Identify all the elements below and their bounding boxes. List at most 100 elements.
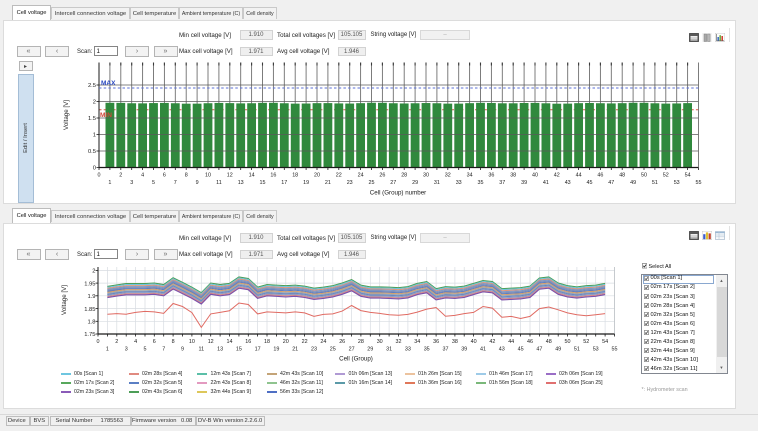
svg-text:35: 35 (424, 347, 430, 353)
svg-text:22: 22 (302, 339, 308, 345)
svg-text:14: 14 (249, 173, 255, 179)
svg-text:3: 3 (130, 180, 133, 186)
svg-text:35: 35 (478, 180, 484, 186)
svg-text:55: 55 (612, 347, 618, 353)
svg-text:2: 2 (93, 100, 96, 106)
svg-text:16: 16 (245, 339, 251, 345)
svg-text:8: 8 (172, 339, 175, 345)
svg-text:43: 43 (499, 347, 505, 353)
svg-text:30: 30 (377, 339, 383, 345)
svg-text:54: 54 (602, 339, 608, 345)
svg-text:0: 0 (93, 166, 96, 172)
svg-text:40: 40 (471, 339, 477, 345)
svg-text:50: 50 (641, 173, 647, 179)
svg-text:MAX: MAX (101, 80, 116, 87)
svg-text:22: 22 (336, 173, 342, 179)
svg-text:20: 20 (283, 339, 289, 345)
svg-text:19: 19 (273, 347, 279, 353)
svg-text:37: 37 (499, 180, 505, 186)
svg-text:17: 17 (281, 180, 287, 186)
svg-text:51: 51 (652, 180, 658, 186)
svg-text:32: 32 (396, 339, 402, 345)
svg-text:1.5: 1.5 (88, 116, 96, 122)
svg-text:52: 52 (583, 339, 589, 345)
svg-text:31: 31 (386, 347, 392, 353)
svg-text:36: 36 (433, 339, 439, 345)
svg-text:29: 29 (367, 347, 373, 353)
svg-text:10: 10 (205, 173, 211, 179)
svg-text:5: 5 (144, 347, 147, 353)
svg-text:44: 44 (508, 339, 514, 345)
svg-text:2.5: 2.5 (88, 83, 96, 89)
svg-text:5: 5 (152, 180, 155, 186)
svg-text:15: 15 (236, 347, 242, 353)
svg-text:Voltage [V]: Voltage [V] (61, 285, 68, 315)
svg-text:1: 1 (93, 133, 96, 139)
svg-text:43: 43 (565, 180, 571, 186)
svg-text:26: 26 (339, 339, 345, 345)
svg-text:18: 18 (292, 173, 298, 179)
svg-text:1: 1 (108, 180, 111, 186)
svg-text:34: 34 (414, 339, 420, 345)
svg-text:14: 14 (227, 339, 233, 345)
svg-text:19: 19 (303, 180, 309, 186)
svg-text:27: 27 (390, 180, 396, 186)
svg-text:28: 28 (358, 339, 364, 345)
svg-text:37: 37 (443, 347, 449, 353)
svg-text:1.85: 1.85 (84, 307, 95, 313)
svg-text:2: 2 (92, 269, 95, 275)
svg-text:38: 38 (510, 173, 516, 179)
svg-text:0: 0 (98, 173, 101, 179)
svg-text:Cell (Group) number: Cell (Group) number (370, 190, 426, 197)
svg-text:7: 7 (162, 347, 165, 353)
svg-text:45: 45 (587, 180, 593, 186)
svg-text:39: 39 (521, 180, 527, 186)
svg-text:4: 4 (141, 173, 144, 179)
svg-text:12: 12 (227, 173, 233, 179)
svg-text:4: 4 (134, 339, 137, 345)
svg-text:16: 16 (270, 173, 276, 179)
svg-text:18: 18 (264, 339, 270, 345)
svg-text:42: 42 (554, 173, 560, 179)
svg-text:23: 23 (311, 347, 317, 353)
svg-text:48: 48 (619, 173, 625, 179)
svg-text:31: 31 (434, 180, 440, 186)
svg-text:Cell (Group): Cell (Group) (339, 356, 373, 363)
svg-text:48: 48 (546, 339, 552, 345)
svg-text:24: 24 (320, 339, 326, 345)
svg-text:25: 25 (330, 347, 336, 353)
svg-text:44: 44 (576, 173, 582, 179)
svg-text:27: 27 (349, 347, 355, 353)
svg-text:1.75: 1.75 (84, 332, 95, 338)
svg-text:47: 47 (536, 347, 542, 353)
svg-text:21: 21 (292, 347, 298, 353)
svg-text:46: 46 (527, 339, 533, 345)
svg-text:13: 13 (238, 180, 244, 186)
svg-text:38: 38 (452, 339, 458, 345)
svg-text:26: 26 (379, 173, 385, 179)
svg-text:7: 7 (174, 180, 177, 186)
svg-text:49: 49 (555, 347, 561, 353)
svg-text:53: 53 (674, 180, 680, 186)
svg-text:2: 2 (119, 173, 122, 179)
svg-text:33: 33 (405, 347, 411, 353)
svg-text:30: 30 (423, 173, 429, 179)
svg-text:40: 40 (532, 173, 538, 179)
svg-text:24: 24 (358, 173, 364, 179)
svg-text:2: 2 (115, 339, 118, 345)
svg-text:1.95: 1.95 (84, 281, 95, 287)
svg-text:52: 52 (663, 173, 669, 179)
svg-text:15: 15 (260, 180, 266, 186)
svg-text:Voltage [V]: Voltage [V] (63, 100, 70, 130)
svg-text:9: 9 (196, 180, 199, 186)
svg-text:41: 41 (480, 347, 486, 353)
svg-text:3: 3 (125, 347, 128, 353)
svg-text:8: 8 (185, 173, 188, 179)
svg-text:36: 36 (488, 173, 494, 179)
svg-text:28: 28 (401, 173, 407, 179)
svg-text:32: 32 (445, 173, 451, 179)
svg-text:34: 34 (467, 173, 473, 179)
svg-text:MIN: MIN (100, 112, 112, 119)
svg-text:51: 51 (574, 347, 580, 353)
svg-text:12: 12 (208, 339, 214, 345)
